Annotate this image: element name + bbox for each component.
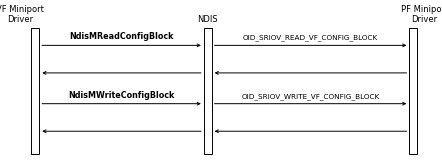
Text: OID_SRIOV_READ_VF_CONFIG_BLOCK: OID_SRIOV_READ_VF_CONFIG_BLOCK	[243, 35, 378, 41]
Text: NdisMReadConfigBlock: NdisMReadConfigBlock	[69, 32, 174, 41]
Bar	[204, 28, 212, 154]
Text: VF Miniport
Driver: VF Miniport Driver	[0, 5, 44, 24]
Bar	[31, 28, 39, 154]
Text: PF Miniport
Driver: PF Miniport Driver	[401, 5, 442, 24]
Text: NDIS: NDIS	[198, 15, 218, 24]
Text: OID_SRIOV_WRITE_VF_CONFIG_BLOCK: OID_SRIOV_WRITE_VF_CONFIG_BLOCK	[241, 93, 380, 100]
Text: NdisMWriteConfigBlock: NdisMWriteConfigBlock	[69, 91, 175, 100]
Bar	[409, 28, 417, 154]
